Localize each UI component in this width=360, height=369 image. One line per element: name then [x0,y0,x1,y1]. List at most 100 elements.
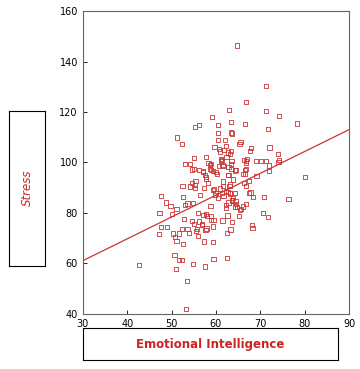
Point [242,167,248,173]
Point [253,173,259,179]
Point [193,228,199,234]
Point [233,198,238,204]
Point [200,169,206,175]
Point [192,155,197,161]
Point [211,217,216,223]
Point [227,151,233,156]
Point [223,143,229,149]
Point [207,162,213,168]
Point [199,221,204,227]
Point [265,127,271,132]
Point [248,190,253,196]
Point [174,206,179,211]
Point [201,185,207,191]
Point [302,174,308,180]
Point [210,187,216,193]
Point [224,230,230,236]
Point [210,239,216,245]
Point [182,202,188,208]
Point [232,190,238,196]
Point [199,222,204,228]
Point [229,219,235,225]
Point [208,161,214,167]
Point [209,114,215,120]
Point [206,161,211,166]
Point [168,203,174,209]
Point [260,210,265,216]
Point [243,158,249,164]
Point [190,261,196,267]
Text: Stress: Stress [21,170,33,206]
Point [227,190,233,196]
Point [244,156,250,162]
Point [266,163,272,169]
Point [197,123,202,128]
Point [202,172,208,178]
Point [265,214,271,220]
Point [263,158,269,164]
Point [212,144,217,150]
Text: Emotional Intelligence: Emotional Intelligence [136,338,285,351]
Point [248,148,253,154]
Point [276,158,282,163]
Point [184,278,190,284]
Point [243,183,248,189]
Point [241,180,247,186]
Point [205,180,211,186]
Point [234,42,240,48]
Point [179,141,185,147]
Point [232,168,238,173]
Point [203,227,208,233]
Point [219,190,225,196]
Point [191,221,197,227]
Point [217,149,222,155]
Point [248,145,254,151]
Point [226,172,231,178]
Point [198,192,203,198]
Point [223,202,229,208]
Point [191,166,197,172]
Point [203,154,209,160]
Point [232,204,238,210]
Point [229,197,235,203]
Point [201,212,206,218]
Point [224,154,229,160]
Point [197,167,202,173]
Point [196,218,202,224]
Point [189,166,195,172]
Point [246,178,252,184]
Point [227,183,233,189]
Point [275,159,281,165]
Point [258,158,264,164]
Point [173,266,179,272]
Point [229,131,235,137]
Point [228,227,233,232]
Point [247,190,252,196]
Point [230,177,236,183]
Point [208,217,214,223]
Point [243,99,249,104]
Point [215,130,221,136]
Point [208,203,213,209]
Point [220,179,226,184]
Point [164,224,170,230]
Point [192,182,198,188]
Point [237,141,242,147]
Point [180,194,186,200]
Point [228,119,234,125]
Point [285,196,291,202]
Point [203,176,209,182]
Point [187,183,193,189]
Point [215,137,221,143]
Point [242,157,247,163]
Point [186,230,192,236]
Point [189,218,195,224]
Point [190,200,196,206]
Point [211,256,216,262]
Point [214,171,220,177]
Point [208,213,214,218]
Point [203,174,209,180]
Point [221,163,226,169]
Point [204,225,210,231]
Point [236,213,242,219]
